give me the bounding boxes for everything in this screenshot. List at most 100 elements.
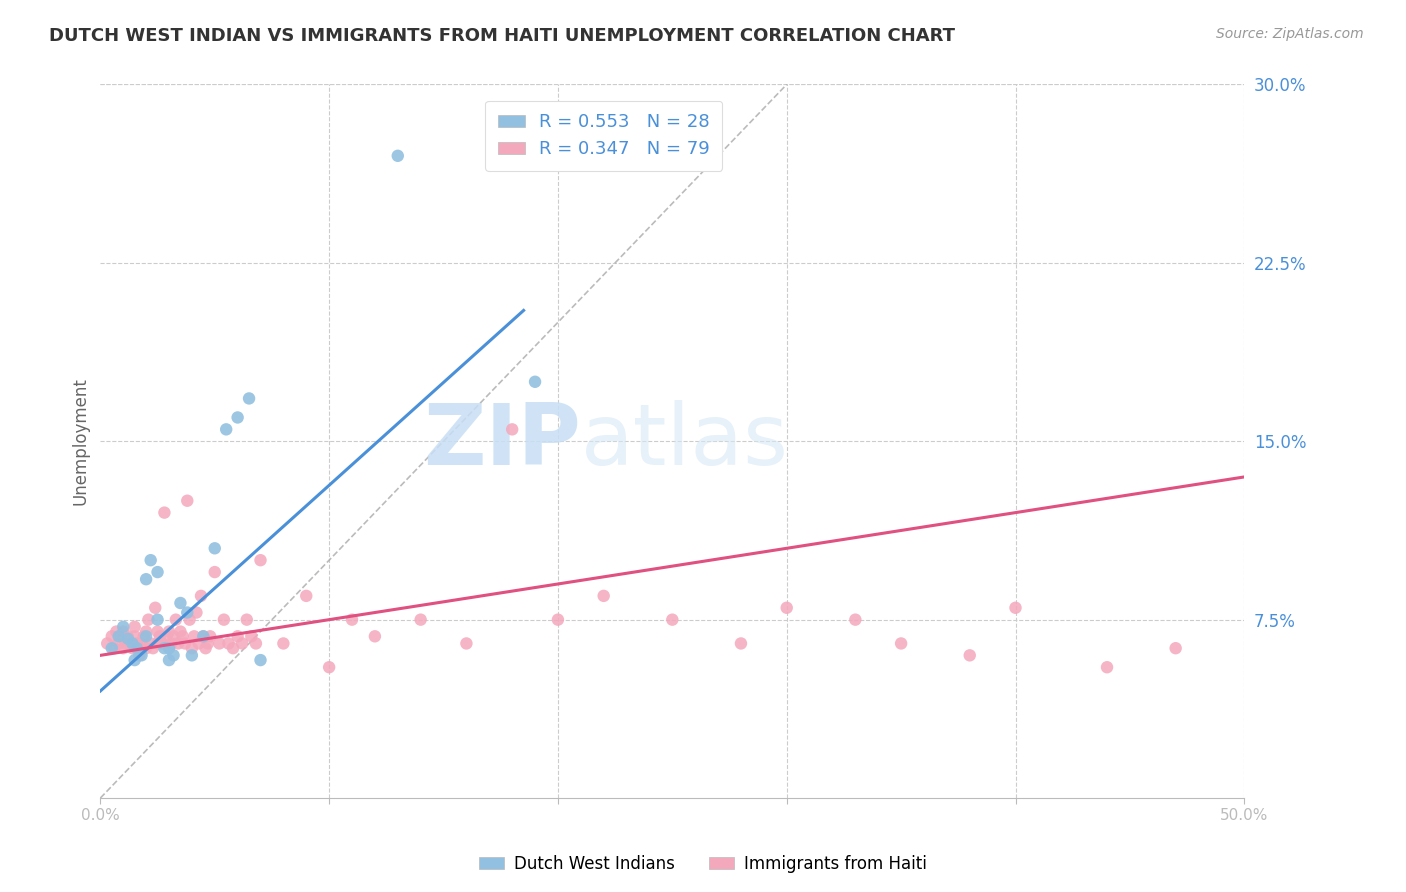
- Point: [121, 641, 143, 656]
- Point: [167, 636, 190, 650]
- Point: [120, 636, 142, 650]
- Point: [592, 589, 614, 603]
- Point: [180, 641, 202, 656]
- Point: [249, 653, 271, 667]
- Point: [157, 624, 180, 639]
- Point: [238, 392, 260, 406]
- Point: [114, 636, 136, 650]
- Point: [149, 629, 172, 643]
- Point: [208, 636, 231, 650]
- Point: [162, 629, 184, 643]
- Point: [139, 636, 162, 650]
- Point: [150, 636, 173, 650]
- Point: [112, 641, 135, 656]
- Point: [226, 410, 249, 425]
- Point: [226, 629, 249, 643]
- Point: [124, 629, 146, 643]
- Point: [187, 636, 209, 650]
- Point: [156, 629, 179, 643]
- Legend: R = 0.553   N = 28, R = 0.347   N = 79: R = 0.553 N = 28, R = 0.347 N = 79: [485, 101, 723, 171]
- Point: [121, 636, 143, 650]
- Point: [96, 636, 118, 650]
- Point: [135, 641, 157, 656]
- Point: [112, 624, 135, 639]
- Point: [186, 606, 208, 620]
- Point: [1004, 600, 1026, 615]
- Point: [730, 636, 752, 650]
- Text: atlas: atlas: [581, 400, 789, 483]
- Point: [456, 636, 478, 650]
- Point: [162, 648, 184, 663]
- Point: [524, 375, 547, 389]
- Point: [146, 624, 169, 639]
- Point: [180, 648, 202, 663]
- Point: [204, 565, 226, 579]
- Point: [131, 636, 153, 650]
- Point: [197, 636, 219, 650]
- Point: [501, 422, 523, 436]
- Point: [146, 636, 169, 650]
- Point: [295, 589, 318, 603]
- Point: [318, 660, 340, 674]
- Point: [125, 636, 148, 650]
- Point: [135, 572, 157, 586]
- Point: [240, 629, 263, 643]
- Point: [107, 636, 129, 650]
- Point: [146, 613, 169, 627]
- Point: [387, 149, 409, 163]
- Point: [135, 629, 157, 643]
- Point: [112, 620, 135, 634]
- Point: [124, 653, 146, 667]
- Point: [125, 641, 148, 656]
- Point: [231, 636, 253, 650]
- Point: [117, 632, 139, 646]
- Point: [143, 600, 166, 615]
- Point: [236, 613, 259, 627]
- Point: [212, 613, 235, 627]
- Point: [124, 620, 146, 634]
- Point: [844, 613, 866, 627]
- Point: [157, 641, 180, 656]
- Point: [131, 648, 153, 663]
- Point: [776, 600, 799, 615]
- Point: [176, 606, 198, 620]
- Point: [890, 636, 912, 650]
- Point: [132, 629, 155, 643]
- Point: [128, 648, 150, 663]
- Point: [174, 636, 197, 650]
- Point: [222, 641, 245, 656]
- Point: [117, 629, 139, 643]
- Point: [661, 613, 683, 627]
- Point: [165, 613, 187, 627]
- Point: [135, 624, 157, 639]
- Point: [105, 624, 128, 639]
- Point: [153, 506, 176, 520]
- Point: [157, 653, 180, 667]
- Point: [103, 641, 125, 656]
- Point: [1095, 660, 1118, 674]
- Point: [172, 629, 194, 643]
- Point: [364, 629, 387, 643]
- Legend: Dutch West Indians, Immigrants from Haiti: Dutch West Indians, Immigrants from Hait…: [472, 848, 934, 880]
- Point: [169, 624, 191, 639]
- Point: [273, 636, 295, 650]
- Point: [107, 629, 129, 643]
- Point: [204, 541, 226, 556]
- Point: [153, 641, 176, 656]
- Point: [245, 636, 267, 650]
- Point: [194, 641, 217, 656]
- Text: ZIP: ZIP: [423, 400, 581, 483]
- Point: [139, 553, 162, 567]
- Point: [110, 629, 132, 643]
- Point: [547, 613, 569, 627]
- Point: [340, 613, 363, 627]
- Point: [193, 629, 215, 643]
- Point: [176, 493, 198, 508]
- Point: [1164, 641, 1187, 656]
- Point: [198, 629, 221, 643]
- Point: [101, 629, 124, 643]
- Point: [169, 596, 191, 610]
- Point: [138, 613, 160, 627]
- Point: [409, 613, 432, 627]
- Point: [193, 629, 215, 643]
